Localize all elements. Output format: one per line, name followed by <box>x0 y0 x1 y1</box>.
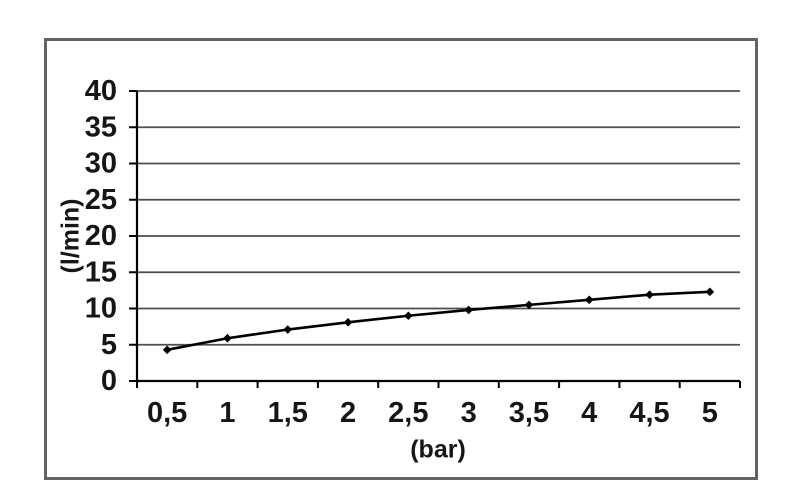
y-tick-label: 5 <box>101 329 117 361</box>
y-axis-title: (l/min) <box>56 198 85 274</box>
x-tick-label: 3 <box>461 397 477 429</box>
y-tick-label: 40 <box>85 75 117 107</box>
series-line <box>166 290 710 352</box>
data-point-marker <box>283 325 293 334</box>
y-tick-label: 20 <box>85 220 117 252</box>
chart-frame: 0 5 10 15 20 25 30 35 40 0,5 1 1,5 2 2,5 3 3,5 4 4,5 5 (l/… <box>44 38 758 480</box>
y-tick-label: 30 <box>85 148 117 180</box>
y-tick-label: 25 <box>85 184 117 216</box>
x-tick-label: 5 <box>702 397 718 429</box>
x-tick-label: 0,5 <box>147 397 187 429</box>
x-tick-label: 1,5 <box>268 397 308 429</box>
data-point-marker <box>705 287 715 297</box>
data-point-marker <box>524 300 534 310</box>
y-tick-label: 15 <box>85 256 117 288</box>
data-point-marker <box>645 290 654 300</box>
x-tick-label: 4 <box>581 397 597 429</box>
y-tick-label: 10 <box>85 293 117 325</box>
flow-vs-pressure-line-chart: 0 5 10 15 20 25 30 35 40 0,5 1 1,5 2 2,5 3 3,5 4 4,5 5 <box>85 75 741 429</box>
x-tick-label: 4,5 <box>629 397 669 429</box>
x-tick-label: 1 <box>219 397 235 429</box>
data-point-marker <box>464 305 473 315</box>
data-point-marker <box>584 295 594 305</box>
data-point-marker <box>404 311 413 321</box>
data-point-marker <box>343 317 353 327</box>
y-tick-label: 0 <box>101 365 117 397</box>
data-point-marker <box>162 345 172 355</box>
x-tick-label: 3,5 <box>509 397 549 429</box>
x-axis-title: (bar) <box>410 435 466 464</box>
x-tick-label: 2 <box>340 397 356 429</box>
y-tick-label: 35 <box>85 111 117 143</box>
data-point-marker <box>223 333 232 343</box>
x-tick-label: 2,5 <box>388 397 428 429</box>
